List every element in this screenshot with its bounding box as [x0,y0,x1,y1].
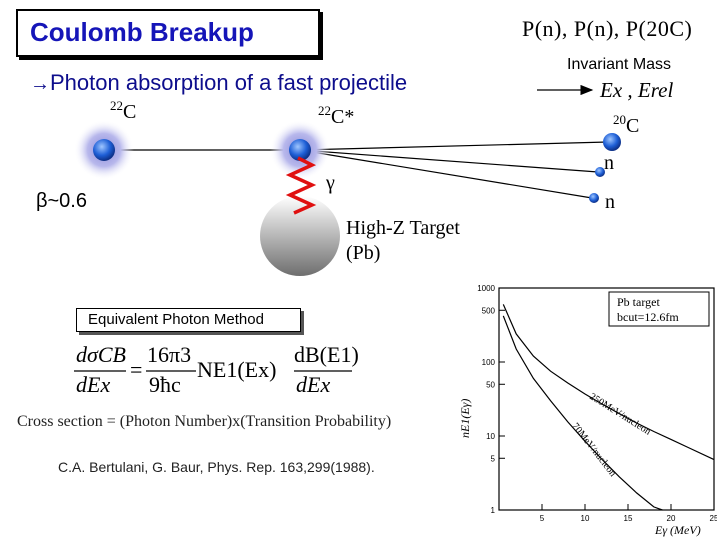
energy-labels: Ex , Erel [600,78,674,102]
method-box [76,308,301,332]
excited-label: 22C* [318,103,355,128]
y-axis-label: nE1(Eγ) [458,399,472,438]
momentum-labels: P(n), P(n), P(20C) [522,16,693,41]
formula-coef-den: 9ħc [149,372,181,397]
excited-core [289,139,311,161]
y-tick-label: 1 [491,506,496,515]
target-label-line1: High-Z Target [346,217,460,239]
fragment-trajectory [299,141,609,151]
y-tick-label: 500 [482,306,496,315]
formula-rhs-num: dB(E1) [294,342,359,367]
target-nucleus [260,196,340,276]
photon-wave-icon [285,156,317,215]
x-tick-label: 20 [667,514,676,523]
neutron-label-2: n [605,191,615,213]
cross-section-text: Cross section = (Photon Number)x(Transit… [17,413,392,430]
neutron-1 [595,167,605,177]
projectile-core [93,139,115,161]
gamma-label: γ [326,172,335,194]
formula-lhs-den: dEx [76,372,111,397]
formula-photon-number: NE1(Ex) [197,357,277,382]
legend-box [608,291,710,327]
legend-line-2: bcut=12.6fm [617,310,679,324]
series-line-1 [502,304,715,461]
series-line-2 [502,315,663,511]
right-arrow-icon: → [30,73,50,95]
fragment-label: 20C [613,112,640,137]
formula-equals: = [130,357,143,382]
y-tick-label: 1000 [477,284,495,293]
x-tick-label: 15 [624,514,633,523]
legend-line-1: Pb target [617,295,660,309]
y-tick-label: 5 [491,454,496,463]
subtitle: →Photon absorption of a fast projectile [30,70,407,96]
invariant-mass-label: Invariant Mass [567,56,672,73]
method-label: Equivalent Photon Method [88,311,264,328]
neutron-trajectory-1 [299,149,599,173]
subtitle-text: Photon absorption of a fast projectile [50,70,408,95]
projectile-label: 22C [110,98,137,123]
title-box [16,9,320,57]
y-tick-label: 100 [482,358,496,367]
slide-title: Coulomb Breakup [30,17,254,47]
y-tick-label: 10 [486,432,495,441]
formula-lines [74,370,352,372]
target-label: High-Z Target (Pb) [346,216,460,266]
target-label-line2: (Pb) [346,242,381,264]
x-tick-label: 25 [710,514,717,523]
x-tick-label: 5 [540,514,545,523]
x-axis-label: Eγ (MeV) [654,523,701,537]
formula-coef-num: 16π3 [147,342,192,367]
neutron-label-1: n [604,152,614,174]
reference-text: C.A. Bertulani, G. Baur, Phys. Rep. 163,… [58,459,375,475]
formula-lhs-num: dσCB [76,342,126,367]
x-tick-label: 10 [581,514,590,523]
formula-rhs-den: dEx [296,372,331,397]
neutron-trajectory-2 [299,149,593,199]
beta-label: β~0.6 [36,190,87,212]
y-tick-label: 50 [486,380,495,389]
neutron-2 [589,193,599,203]
fragment-20c [603,133,621,151]
